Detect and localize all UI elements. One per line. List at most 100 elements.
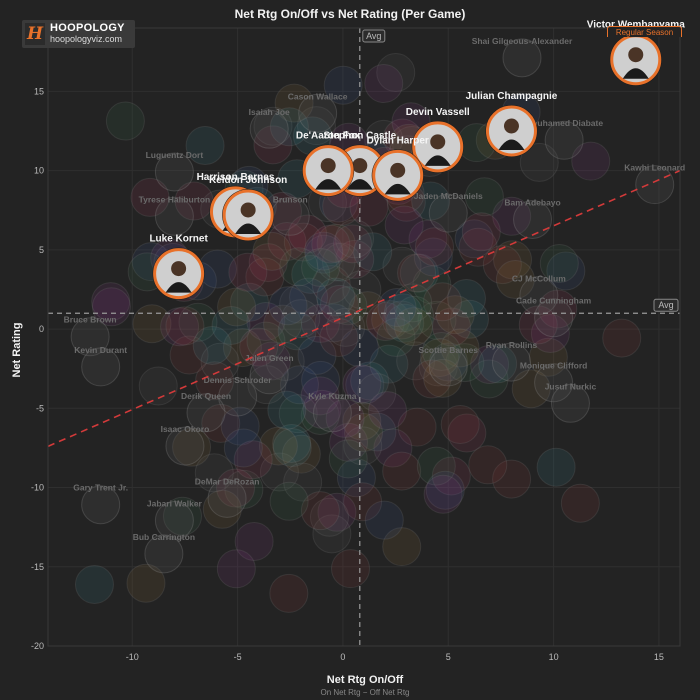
background-player-dot <box>502 38 542 78</box>
x-tick-label: 10 <box>549 652 559 662</box>
background-player-dot <box>272 428 312 468</box>
y-tick-label: -10 <box>31 483 44 493</box>
background-player-dot <box>357 373 397 413</box>
background-player-dot <box>335 239 375 279</box>
player-head-icon <box>430 134 446 150</box>
player-head-icon <box>240 202 256 218</box>
x-tick-label: -5 <box>234 652 242 662</box>
plot-frame <box>47 27 681 647</box>
background-player-label: Gary Trent Jr. <box>73 483 128 493</box>
background-player-dot <box>144 534 184 574</box>
background-player-label: Luguentz Dort <box>146 150 204 160</box>
highlighted-player[interactable]: De'Aaron Fox <box>296 131 361 197</box>
background-player-dot <box>333 224 373 264</box>
background-player-dot <box>342 364 382 404</box>
background-player-dot <box>513 199 553 239</box>
highlighted-player[interactable]: Julian Champagnie <box>466 91 558 157</box>
background-player-dot <box>186 393 226 433</box>
background-player-dot <box>298 93 338 133</box>
background-player-dot <box>482 245 522 285</box>
background-player-dot <box>323 65 363 105</box>
avg-y-label: Avg <box>658 300 673 310</box>
background-player-dot <box>304 234 344 274</box>
hoopology-logo: H HOOPOLOGY hoopologyviz.com <box>22 20 135 48</box>
highlighted-players: Victor Wembanyama Julian Champagnie Devin … <box>149 20 685 300</box>
background-player-dot <box>283 222 323 262</box>
background-player-dot <box>397 407 437 447</box>
background-player-dot <box>288 214 328 254</box>
player-jersey-icon <box>165 282 192 293</box>
background-player-dot <box>300 395 340 435</box>
x-tick-label: 15 <box>654 652 664 662</box>
y-tick-label: 0 <box>39 324 44 334</box>
player-head-icon <box>503 118 519 134</box>
background-player-dot <box>216 549 256 589</box>
logo-mark-icon: H <box>25 23 45 45</box>
background-player-dot <box>300 376 340 416</box>
highlighted-player-label: Julian Champagnie <box>466 91 558 102</box>
background-player-dot <box>446 279 486 319</box>
player-jersey-icon <box>315 179 342 190</box>
background-player-label: Monique Clifford <box>520 361 588 371</box>
background-player-dot <box>162 496 202 536</box>
background-player-dot <box>343 426 383 466</box>
background-player-dot <box>428 193 468 233</box>
y-tick-label: 10 <box>34 166 44 176</box>
background-player-dot <box>635 165 675 205</box>
background-player-dot <box>326 307 366 347</box>
x-tick-label: 0 <box>340 652 345 662</box>
background-player-dot <box>279 365 319 405</box>
background-player-dot <box>269 573 309 613</box>
background-player-dot <box>316 242 356 282</box>
highlighted-player[interactable]: Victor Wembanyama <box>587 20 685 86</box>
highlighted-player[interactable]: Keldon Johnson <box>209 175 287 241</box>
background-player-dot <box>274 83 314 123</box>
average-lines: Avg Avg <box>48 28 680 646</box>
background-player-dot <box>454 219 494 259</box>
background-player-dot <box>283 462 323 502</box>
background-player-dot <box>393 307 433 347</box>
background-player-label: Jalen Green <box>245 353 294 363</box>
highlighted-player-label: Dylan Harper <box>367 135 429 146</box>
background-player-dot <box>470 345 510 385</box>
player-head-icon <box>628 47 644 63</box>
avg-y-badge <box>653 298 679 312</box>
background-player-dot <box>81 347 121 387</box>
background-player-dot <box>353 232 393 272</box>
highlighted-player[interactable]: Dylan Harper <box>367 135 429 202</box>
background-player-label: DeMar DeRozan <box>195 476 260 486</box>
background-player-dot <box>469 359 509 399</box>
background-player-dot <box>272 423 312 463</box>
background-player-dot <box>74 564 114 604</box>
background-player-dot <box>420 338 460 378</box>
highlighted-player-label: De'Aaron Fox <box>296 131 361 142</box>
background-player-dot <box>301 248 341 288</box>
background-player-dot <box>435 295 475 335</box>
background-player-dot <box>194 453 234 493</box>
background-player-label: Bub Carrington <box>133 532 195 542</box>
background-player-dot <box>297 335 337 375</box>
background-player-dot <box>253 106 293 146</box>
background-player-dot <box>408 219 448 259</box>
background-player-dot <box>267 390 307 430</box>
highlighted-player[interactable]: Devin Vassell <box>406 107 470 173</box>
background-player-dot <box>432 307 472 347</box>
background-player-dot <box>233 440 273 480</box>
background-player-dot <box>357 412 397 452</box>
background-player-dot <box>172 427 212 467</box>
background-player-dot <box>312 393 352 433</box>
x-axis-label: Net Rtg On/Off <box>327 674 404 686</box>
background-player-label: Kawhi Leonard <box>624 163 685 173</box>
background-player-dot <box>423 474 463 514</box>
background-player-dot <box>201 403 241 443</box>
background-player-dot <box>300 491 340 531</box>
highlighted-player[interactable]: Luke Kornet <box>149 234 208 300</box>
background-player-dot <box>382 527 422 567</box>
background-player-dot <box>217 287 257 327</box>
background-player-dot <box>259 452 299 492</box>
background-player-dot <box>364 500 404 540</box>
season-toggle-button[interactable]: Regular Season <box>607 26 682 37</box>
background-player-dot <box>223 428 263 468</box>
background-player-dot <box>325 398 365 438</box>
background-player-dot <box>413 237 453 277</box>
